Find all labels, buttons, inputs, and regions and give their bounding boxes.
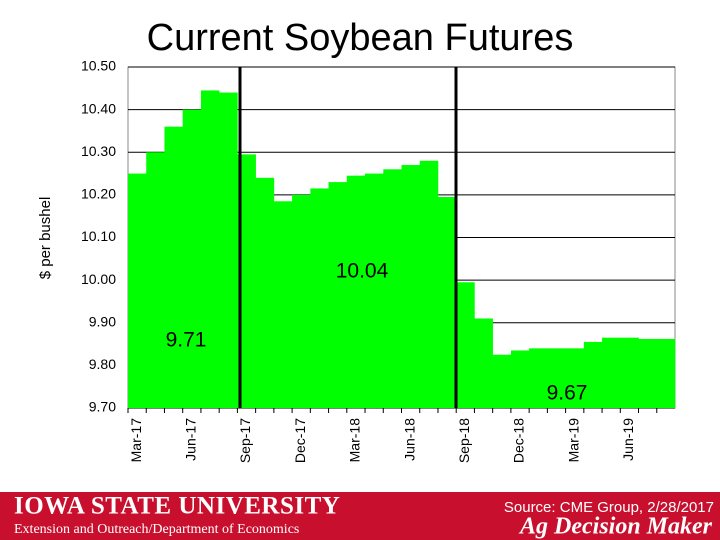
x-tick-label: Dec-17 [292, 418, 308, 463]
bar [510, 350, 530, 408]
y-tick-label: 10.20 [81, 186, 116, 202]
department: Extension and Outreach/Department of Eco… [14, 522, 299, 537]
bar [383, 169, 402, 408]
x-tick-label: Mar-19 [565, 418, 581, 463]
bar [200, 90, 220, 408]
x-tick-label: Sep-17 [237, 418, 253, 463]
bar [583, 341, 603, 408]
bar [437, 197, 457, 408]
bar [128, 173, 147, 408]
y-tick-label: 10.30 [81, 143, 116, 159]
annotation: 10.04 [336, 260, 389, 283]
y-tick-label: 9.90 [89, 313, 116, 329]
bar [365, 173, 384, 408]
bar [401, 165, 421, 408]
x-tick-label: Sep-18 [456, 418, 472, 463]
y-tick-label: 9.70 [89, 399, 116, 415]
x-tick-label: Jun-19 [620, 418, 636, 461]
bar [638, 338, 658, 408]
bar [219, 92, 238, 408]
bar [255, 177, 275, 408]
y-tick-label: 10.40 [81, 100, 116, 116]
bar [292, 194, 311, 408]
brand: Ag Decision Maker [518, 514, 713, 540]
bar [164, 126, 183, 409]
annotation: 9.67 [547, 382, 588, 405]
bar [529, 348, 548, 408]
bar [237, 154, 256, 408]
y-tick-label: 10.00 [81, 271, 116, 287]
x-tick-label: Jun-17 [183, 418, 199, 461]
bar [547, 348, 566, 408]
y-axis-label: $ per bushel [37, 197, 54, 280]
x-tick-label: Mar-17 [128, 418, 144, 463]
x-tick-label: Dec-18 [511, 418, 527, 463]
footer-band [0, 492, 720, 540]
university: Iowa State University [14, 493, 340, 520]
bar [565, 348, 585, 408]
bar [620, 337, 639, 408]
annotation: 9.71 [166, 329, 207, 352]
bar [474, 318, 493, 408]
bar [273, 201, 293, 408]
bar [328, 182, 348, 408]
bar [602, 337, 621, 408]
x-tick-label: Mar-18 [347, 418, 363, 463]
x-tick-label: Jun-18 [401, 418, 417, 461]
y-tick-label: 9.80 [89, 356, 116, 372]
y-tick-label: 10.10 [81, 228, 116, 244]
plot-area: 9.70 9.80 9.90 10.00 10.10 10.20 10.30 10.40 10.… [81, 58, 676, 463]
bar [656, 338, 676, 408]
bar [146, 152, 165, 408]
bar [456, 282, 475, 408]
bar [346, 175, 366, 408]
bar [182, 109, 202, 408]
source: Source: CME Group, 2/28/2017 [504, 499, 714, 516]
bar [310, 188, 329, 408]
y-tick-label: 10.50 [81, 58, 116, 74]
bar [492, 354, 512, 408]
bar [419, 160, 439, 408]
chart-title: Current Soybean Futures [147, 17, 574, 59]
